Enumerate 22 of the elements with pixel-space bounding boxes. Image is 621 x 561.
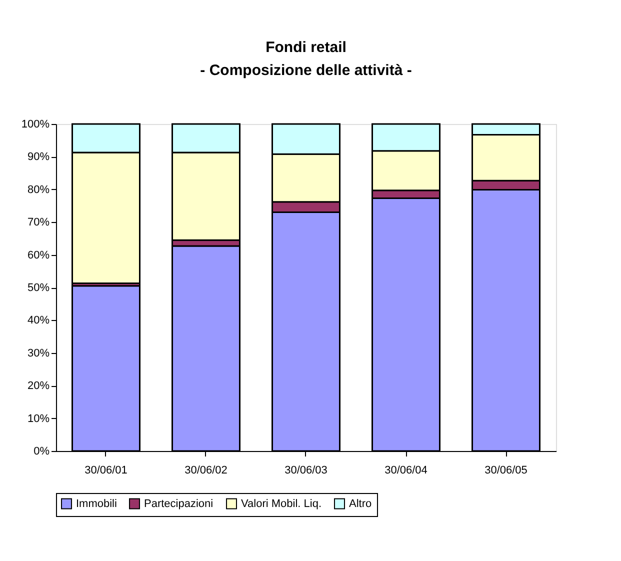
y-tick-label: 40% (27, 314, 50, 327)
x-tick-label: 30/06/01 (84, 464, 128, 476)
legend-label: Altro (349, 498, 372, 510)
legend-label: Immobili (76, 498, 117, 510)
y-tick-label: 70% (27, 216, 50, 229)
x-tick-label: 30/06/02 (184, 464, 228, 476)
x-tick-label: 30/06/04 (384, 464, 428, 476)
legend-label: Valori Mobil. Liq. (241, 498, 322, 510)
x-tick-label: 30/06/03 (284, 464, 328, 476)
legend-label: Partecipazioni (144, 498, 214, 510)
x-tick-label: 30/06/05 (484, 464, 528, 476)
chart-subtitle: - Composizione delle attività - (200, 62, 412, 79)
y-tick-label: 90% (27, 151, 50, 164)
y-tick-label: 50% (27, 282, 50, 294)
y-tick-label: 10% (27, 412, 50, 425)
y-tick-label: 80% (27, 184, 50, 196)
chart-title: Fondi retail (266, 39, 346, 56)
y-tick-label: 100% (21, 118, 50, 130)
y-tick-label: 20% (27, 380, 50, 392)
y-tick-label: 30% (27, 347, 50, 360)
y-tick-label: 60% (27, 249, 50, 262)
y-tick-label: 0% (34, 446, 50, 458)
